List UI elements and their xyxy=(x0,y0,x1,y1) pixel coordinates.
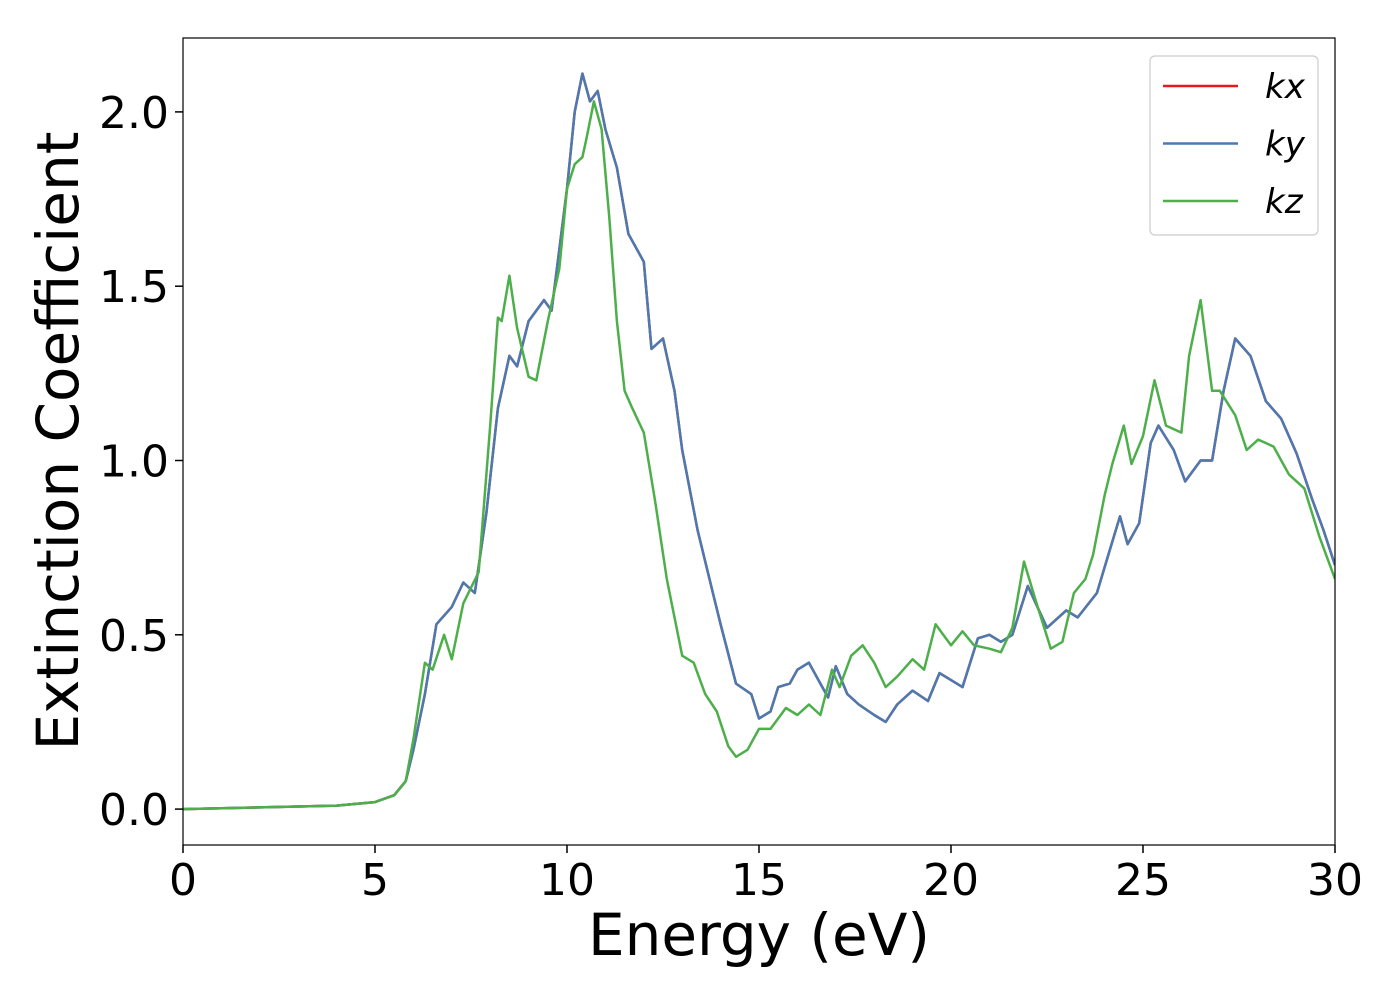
y-tick-label: 2.0 xyxy=(99,88,169,139)
legend-label: kx xyxy=(1265,67,1306,107)
legend-label: ky xyxy=(1265,125,1306,165)
y-tick-label: 1.5 xyxy=(99,262,169,313)
x-tick-label: 0 xyxy=(169,855,197,906)
x-axis-label: Energy (eV) xyxy=(588,901,930,969)
series-line xyxy=(183,72,1335,811)
x-tick-label: 5 xyxy=(361,855,389,906)
plot-frame xyxy=(182,37,1336,846)
series-line xyxy=(183,100,1335,811)
x-tick-label: 30 xyxy=(1307,855,1363,906)
y-tick-label: 0.5 xyxy=(99,611,169,662)
legend-label: kz xyxy=(1265,182,1304,222)
y-tick-label: 1.0 xyxy=(99,436,169,487)
y-axis-label: Extinction Coefficient xyxy=(24,132,92,751)
legend-box xyxy=(1149,55,1319,236)
x-tick-label: 15 xyxy=(731,855,787,906)
y-tick-label: 0.0 xyxy=(99,785,169,836)
x-tick-label: 25 xyxy=(1115,855,1171,906)
x-tick-label: 20 xyxy=(923,855,979,906)
x-tick-label: 10 xyxy=(539,855,595,906)
